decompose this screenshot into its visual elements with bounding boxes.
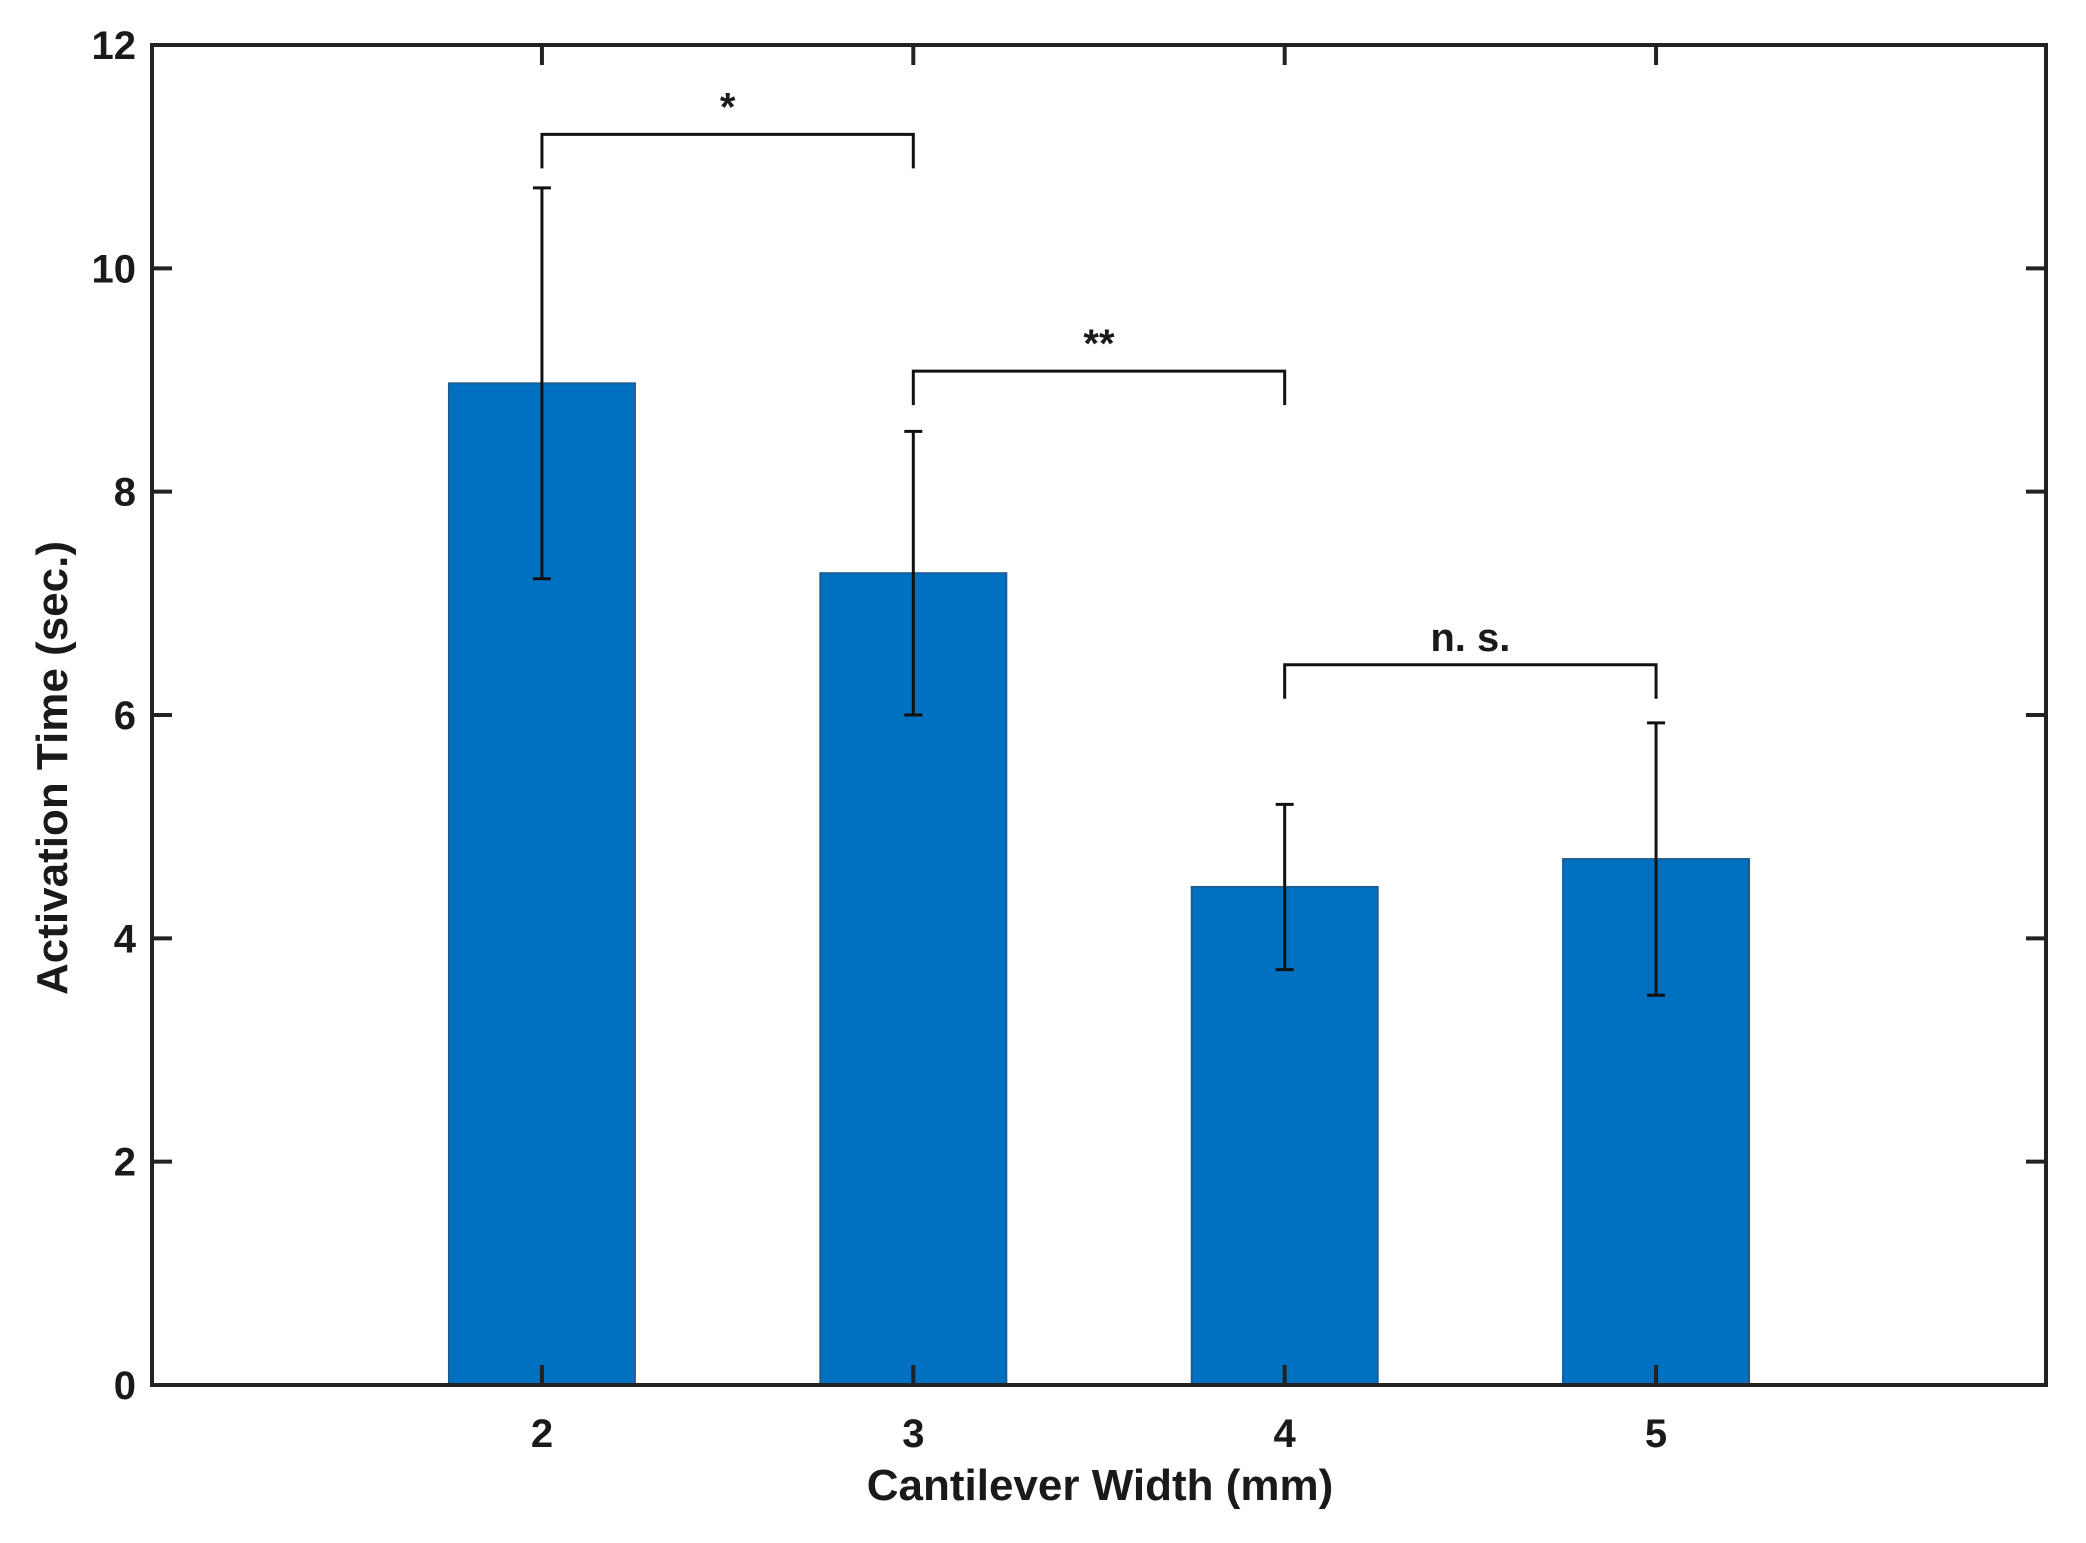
x-tick-label-5: 5 xyxy=(1645,1412,1667,1456)
y-tick-label-6: 6 xyxy=(114,694,136,738)
y-tick-label-10: 10 xyxy=(92,247,137,291)
x-axis-title: Cantilever Width (mm) xyxy=(867,1461,1334,1510)
y-tick-label-8: 8 xyxy=(114,471,136,515)
y-axis-title: Activation Time (sec.) xyxy=(28,541,77,995)
y-tick-label-4: 4 xyxy=(114,917,137,961)
significance-bracket-1 xyxy=(540,132,915,169)
y-tick-label-0: 0 xyxy=(114,1364,136,1408)
x-tick-label-3: 3 xyxy=(902,1412,924,1456)
significance-label-3: n. s. xyxy=(1430,616,1510,660)
y-tick-label-12: 12 xyxy=(92,24,137,68)
significance-bracket-3 xyxy=(1283,663,1658,699)
significance-label-1: * xyxy=(720,85,736,129)
x-tick-label-4: 4 xyxy=(1274,1412,1297,1456)
significance-bracket-2 xyxy=(911,369,1287,406)
significance-label-2: ** xyxy=(1083,322,1115,366)
y-tick-label-2: 2 xyxy=(114,1141,136,1185)
plot-frame xyxy=(150,43,2048,1387)
x-tick-label-2: 2 xyxy=(531,1412,553,1456)
